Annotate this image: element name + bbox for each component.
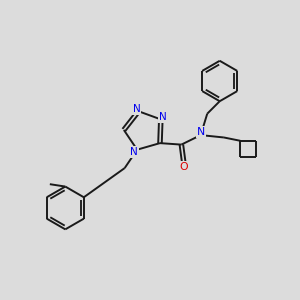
Text: N: N xyxy=(197,127,206,137)
Text: N: N xyxy=(130,147,138,157)
Text: O: O xyxy=(179,162,188,172)
Text: N: N xyxy=(159,112,167,122)
Text: N: N xyxy=(133,104,140,114)
